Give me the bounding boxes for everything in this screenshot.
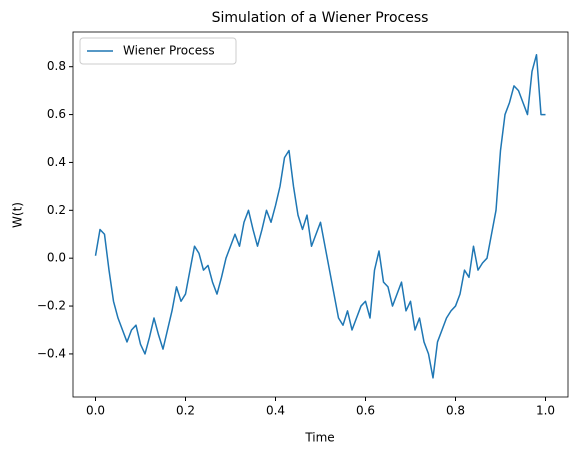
x-tick-label: 0.4 [266,404,285,418]
y-axis-label: W(t) [11,202,25,228]
x-tick-label: 0.0 [86,404,105,418]
plot-frame [72,31,569,398]
legend-label: Wiener Process [123,44,215,58]
y-tick-label: 0.2 [47,203,66,217]
x-axis-label: Time [304,431,334,445]
y-tick-label: 0.0 [47,251,66,265]
data-line [94,53,546,379]
legend-box [79,37,237,65]
y-tick-label: 0.4 [47,155,66,169]
y-tick-label: 0.6 [47,107,66,121]
chart-title: Simulation of a Wiener Process [212,10,429,26]
x-tick-label: 0.8 [446,404,465,418]
y-tick-label: −0.2 [37,299,66,313]
x-tick-label: 0.6 [356,404,375,418]
x-tick-label: 1.0 [536,404,555,418]
y-tick-label: 0.8 [47,59,66,73]
x-tick-label: 0.2 [176,404,195,418]
y-tick-label: −0.4 [37,346,66,360]
